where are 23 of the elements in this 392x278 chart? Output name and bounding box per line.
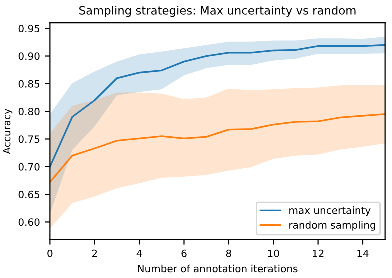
y-tick-label: 0.95: [18, 24, 40, 33]
y-tick-label: 0.75: [18, 136, 40, 144]
x-tick-label: 0: [48, 250, 53, 258]
x-tick-label: 4: [136, 250, 142, 258]
legend-label: max uncertainty: [290, 206, 371, 216]
y-axis-title: Accuracy: [3, 108, 13, 154]
legend-label: random sampling: [290, 221, 376, 231]
y-tick-label: 0.70: [18, 163, 40, 171]
chart-title: Sampling strategies: Max uncertainty vs random: [80, 6, 356, 18]
x-tick-label: 8: [226, 250, 232, 258]
x-tick-label: 6: [182, 250, 187, 258]
y-tick-label: 0.80: [18, 108, 40, 116]
line-series: [50, 114, 386, 184]
line-series: [50, 44, 386, 168]
x-tick-label: 12: [313, 250, 324, 258]
x-tick-label: 2: [92, 250, 98, 258]
x-axis-title: Number of annotation iterations: [138, 264, 298, 273]
x-tick-label: 14: [358, 250, 369, 258]
x-tick-label: 10: [268, 250, 280, 258]
y-tick-label: 0.65: [18, 190, 40, 198]
y-tick-label: 0.60: [18, 218, 40, 226]
y-tick-label: 0.85: [18, 80, 40, 88]
y-tick-label: 0.90: [18, 52, 40, 60]
